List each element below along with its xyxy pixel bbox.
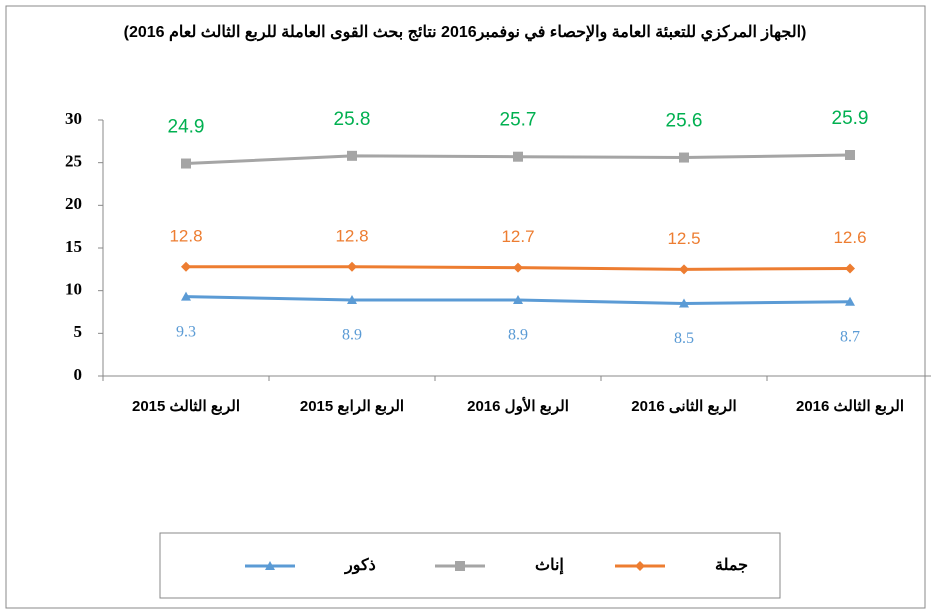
legend-label: جملة: [715, 557, 748, 574]
data-label: 12.8: [335, 226, 368, 245]
data-label: 8.5: [674, 330, 694, 347]
data-label: 8.9: [508, 327, 528, 344]
marker: [265, 561, 275, 570]
marker: [679, 298, 689, 308]
data-label: 12.5: [667, 229, 700, 248]
marker: [181, 291, 191, 301]
marker: [455, 561, 465, 571]
marker: [181, 158, 191, 169]
data-label: 25.6: [666, 111, 703, 132]
marker: [181, 261, 191, 272]
x-tick-label: الربع الثالث 2016: [796, 398, 904, 415]
y-tick-label: 15: [65, 237, 82, 256]
y-tick-label: 25: [65, 152, 82, 171]
y-tick-label: 5: [74, 322, 83, 341]
data-label: 25.7: [500, 110, 537, 131]
legend-label: إناث: [535, 557, 564, 574]
x-tick-label: الربع الرابع 2015: [300, 398, 404, 415]
marker: [513, 295, 523, 305]
data-label: 12.6: [833, 228, 866, 247]
legend-box: [159, 532, 781, 599]
marker: [679, 264, 689, 275]
data-label: 25.9: [832, 108, 869, 129]
data-label: 25.8: [334, 109, 371, 130]
chart-border: [5, 5, 926, 609]
data-label: 24.9: [168, 117, 205, 138]
marker: [845, 263, 855, 274]
x-tick-label: الربع الثالث 2015: [132, 398, 240, 415]
x-tick-label: الربع الثانى 2016: [631, 398, 736, 415]
marker: [679, 152, 689, 163]
marker: [513, 262, 523, 273]
y-tick-label: 0: [74, 365, 83, 384]
marker: [513, 151, 523, 162]
legend-label: ذكور: [344, 557, 376, 575]
marker: [347, 150, 357, 161]
data-label: 12.7: [501, 227, 534, 246]
marker: [845, 149, 855, 160]
marker: [347, 261, 357, 272]
data-label: 8.7: [840, 328, 860, 345]
marker: [635, 561, 645, 571]
y-tick-label: 10: [65, 280, 82, 299]
data-label: 9.3: [176, 323, 196, 340]
x-tick-label: الربع الأول 2016: [467, 396, 569, 415]
y-tick-label: 30: [65, 109, 82, 128]
data-label: 8.9: [342, 327, 362, 344]
y-tick-label: 20: [65, 194, 82, 213]
marker: [845, 296, 855, 306]
chart-title: (الجهاز المركزي للتعبئة العامة والإحصاء …: [123, 24, 807, 41]
data-label: 12.8: [169, 226, 202, 245]
marker: [347, 295, 357, 305]
